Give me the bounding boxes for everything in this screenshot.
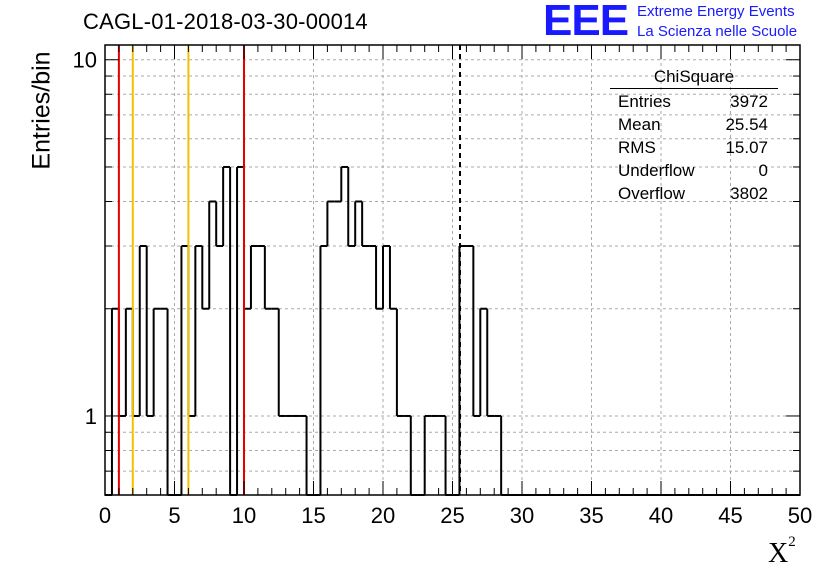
stats-value: 3972 bbox=[730, 92, 768, 111]
stats-label: Entries bbox=[618, 92, 671, 111]
eee-logo: EEE bbox=[543, 0, 629, 45]
stats-value: 15.07 bbox=[725, 138, 768, 157]
stats-value: 25.54 bbox=[725, 115, 768, 134]
x-tick-label: 40 bbox=[649, 503, 673, 528]
stats-title: ChiSquare bbox=[610, 67, 778, 89]
stats-row-entries: Entries 3972 bbox=[610, 90, 778, 113]
logo-subtitle-2: La Scienza nelle Scuole bbox=[637, 23, 798, 40]
x-tick-label: 20 bbox=[371, 503, 395, 528]
stats-row-mean: Mean 25.54 bbox=[610, 113, 778, 136]
stats-row-rms: RMS 15.07 bbox=[610, 136, 778, 159]
y-tick-label: 10 bbox=[73, 48, 97, 73]
stats-label: RMS bbox=[618, 138, 656, 157]
stats-label: Overflow bbox=[618, 184, 686, 203]
x-tick-label: 10 bbox=[232, 503, 256, 528]
stats-box: ChiSquare Entries 3972 Mean 25.54 RMS 15.07… bbox=[610, 67, 778, 205]
x-tick-label: 35 bbox=[579, 503, 603, 528]
x-tick-label: 15 bbox=[301, 503, 325, 528]
x-tick-label: 50 bbox=[788, 503, 812, 528]
stats-row-overflow: Overflow 3802 bbox=[610, 182, 778, 205]
x-axis-label-superscript: 2 bbox=[788, 533, 796, 550]
x-tick-label: 25 bbox=[440, 503, 464, 528]
x-axis-label-base: X bbox=[768, 538, 789, 569]
stats-value: 0 bbox=[758, 161, 768, 180]
y-tick-label: 1 bbox=[85, 404, 97, 429]
chart-title: CAGL-01-2018-03-30-00014 bbox=[83, 9, 368, 34]
logo-subtitle-1: Extreme Energy Events bbox=[637, 3, 795, 20]
stats-row-underflow: Underflow 0 bbox=[610, 159, 778, 182]
x-tick-label: 45 bbox=[718, 503, 742, 528]
stats-label: Mean bbox=[618, 115, 661, 134]
x-tick-label: 0 bbox=[99, 503, 111, 528]
x-axis-label: X2 bbox=[768, 534, 796, 570]
x-tick-label: 5 bbox=[168, 503, 180, 528]
stats-label: Underflow bbox=[618, 161, 695, 180]
x-tick-label: 30 bbox=[510, 503, 534, 528]
stats-value: 3802 bbox=[730, 184, 768, 203]
